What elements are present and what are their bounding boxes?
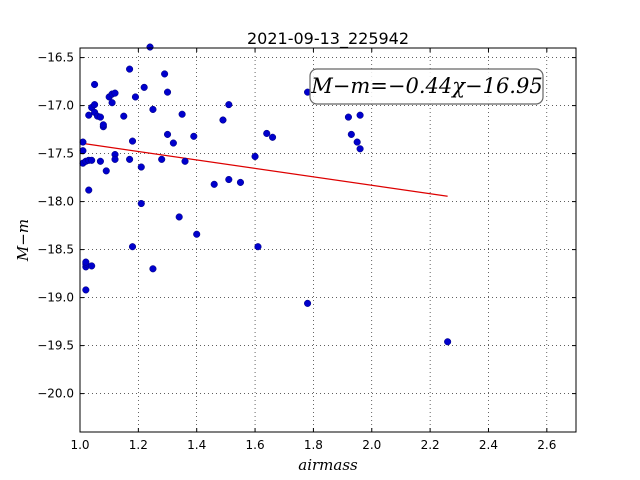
y-tick-label: −17.5 — [37, 147, 74, 161]
data-point — [254, 243, 262, 251]
data-point — [347, 130, 355, 138]
data-point — [111, 155, 119, 163]
data-point — [79, 147, 87, 155]
fit-line — [79, 142, 448, 197]
data-point — [128, 243, 137, 251]
chart-title: 2021-09-13_225942 — [247, 29, 409, 49]
data-point — [356, 145, 364, 153]
grid — [79, 48, 576, 432]
y-tick-label: −18.5 — [37, 243, 74, 257]
fit-equation: M−m=−0.44χ−16.95 — [310, 74, 542, 98]
data-point — [88, 262, 96, 270]
data-point — [225, 101, 233, 109]
x-tick-label: 2.0 — [362, 438, 381, 452]
y-tick-label: −17.0 — [37, 99, 74, 113]
data-point — [85, 186, 93, 194]
data-point — [131, 93, 139, 101]
data-point — [149, 105, 157, 113]
axis-ticks: 1.0 1.2 1.4 1.6 1.8 2.0 2.2 2.4 2.6 −16.5 −17.0 −17… — [37, 48, 576, 452]
annotation-box: M−m=−0.44χ−16.95 — [309, 68, 544, 105]
y-tick-label: −19.0 — [37, 291, 74, 305]
data-point — [126, 155, 134, 163]
x-tick-label: 1.6 — [246, 438, 265, 452]
data-point — [88, 156, 96, 164]
data-point — [137, 163, 145, 171]
data-point — [82, 286, 90, 294]
data-point — [149, 265, 157, 273]
y-tick-label: −16.5 — [37, 51, 74, 65]
x-tick-label: 2.4 — [479, 438, 498, 452]
data-point — [82, 258, 90, 266]
data-point — [269, 133, 277, 141]
data-point — [210, 180, 218, 188]
data-point — [356, 111, 364, 119]
data-point — [85, 111, 93, 119]
data-point — [137, 199, 145, 208]
data-point — [128, 137, 137, 145]
data-point — [193, 230, 201, 238]
x-tick-label: 1.4 — [187, 438, 206, 452]
data-point — [190, 132, 198, 140]
data-points — [79, 43, 452, 346]
data-point — [219, 116, 227, 124]
data-point — [225, 175, 233, 184]
data-point — [126, 65, 134, 73]
data-point — [158, 155, 166, 163]
data-point — [96, 157, 104, 165]
y-axis-label: M−m — [14, 219, 32, 262]
data-point — [140, 83, 148, 91]
data-point — [263, 129, 271, 137]
data-point — [178, 110, 186, 118]
x-axis-label: airmass — [298, 456, 358, 474]
data-point — [175, 213, 183, 221]
data-point — [91, 101, 99, 109]
x-tick-label: 1.8 — [304, 438, 323, 452]
data-point — [304, 299, 312, 307]
data-point — [236, 178, 245, 186]
data-point — [251, 152, 259, 161]
data-point — [181, 157, 189, 165]
data-point — [102, 167, 110, 175]
fit-line-layer — [79, 142, 448, 197]
data-point — [79, 138, 87, 146]
data-point — [169, 139, 177, 147]
data-point — [161, 70, 169, 78]
data-point — [444, 338, 452, 346]
plot-frame — [79, 47, 577, 433]
data-point — [99, 121, 107, 129]
data-point — [344, 113, 352, 121]
x-tick-label: 1.0 — [70, 438, 89, 452]
data-point — [163, 88, 172, 96]
data-point — [111, 89, 119, 97]
data-point — [108, 99, 116, 107]
data-point — [120, 112, 128, 120]
y-tick-label: −19.5 — [37, 339, 74, 353]
data-point — [96, 113, 104, 121]
data-point — [91, 80, 99, 89]
y-tick-label: −18.0 — [37, 195, 74, 209]
data-point — [163, 130, 172, 138]
x-tick-label: 1.2 — [129, 438, 148, 452]
x-tick-label: 2.2 — [421, 438, 440, 452]
data-point — [146, 43, 154, 51]
y-tick-label: −20.0 — [37, 387, 74, 401]
x-tick-label: 2.6 — [537, 438, 556, 452]
data-point — [353, 138, 361, 146]
